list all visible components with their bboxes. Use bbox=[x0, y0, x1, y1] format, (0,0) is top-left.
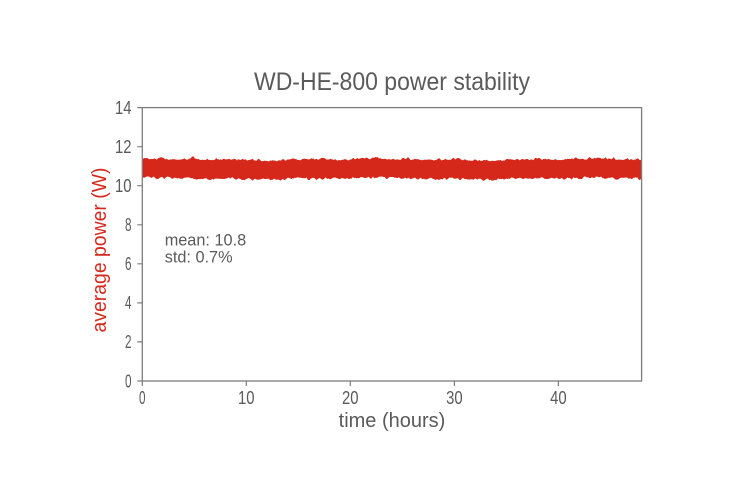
svg-text:average power (W): average power (W) bbox=[89, 168, 111, 333]
svg-text:4: 4 bbox=[125, 292, 132, 313]
svg-text:10: 10 bbox=[238, 387, 255, 408]
svg-text:time (hours): time (hours) bbox=[339, 410, 446, 432]
svg-text:30: 30 bbox=[446, 387, 463, 408]
svg-text:10: 10 bbox=[115, 175, 132, 196]
svg-text:14: 14 bbox=[115, 97, 132, 118]
svg-text:WD-HE-800 power stability: WD-HE-800 power stability bbox=[254, 68, 530, 96]
svg-text:8: 8 bbox=[125, 214, 132, 235]
svg-text:20: 20 bbox=[342, 387, 359, 408]
svg-text:40: 40 bbox=[550, 387, 567, 408]
svg-text:2: 2 bbox=[125, 331, 132, 352]
svg-text:0: 0 bbox=[139, 387, 146, 408]
svg-text:std: 0.7%: std: 0.7% bbox=[165, 249, 233, 267]
svg-text:12: 12 bbox=[115, 136, 132, 157]
svg-text:0: 0 bbox=[125, 370, 132, 391]
svg-text:6: 6 bbox=[125, 253, 132, 274]
svg-text:mean: 10.8: mean: 10.8 bbox=[165, 232, 246, 250]
